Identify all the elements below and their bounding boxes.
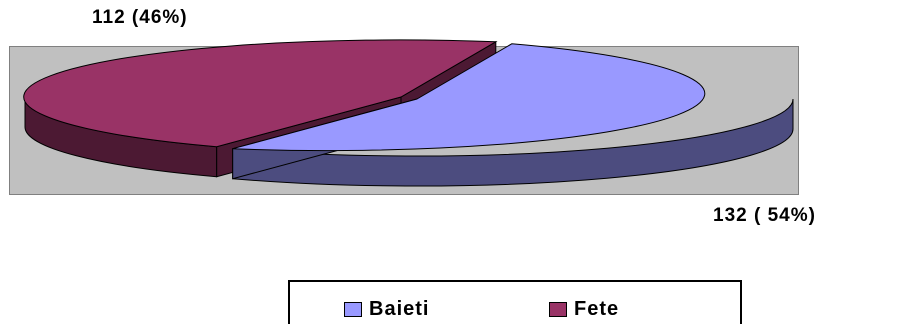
legend: Baieti Fete	[288, 280, 742, 324]
data-label-baieti: 132 ( 54%)	[713, 205, 816, 226]
legend-label-fete: Fete	[574, 298, 620, 320]
slice-top-fete	[23, 39, 498, 148]
legend-swatch-fete	[549, 302, 567, 317]
legend-item-baieti: Baieti	[344, 298, 429, 321]
legend-swatch-baieti	[344, 302, 362, 317]
legend-item-fete: Fete	[549, 298, 619, 321]
data-label-fete: 112 (46%)	[92, 7, 188, 28]
slice-top-baieti	[232, 43, 706, 152]
legend-label-baieti: Baieti	[369, 298, 430, 320]
